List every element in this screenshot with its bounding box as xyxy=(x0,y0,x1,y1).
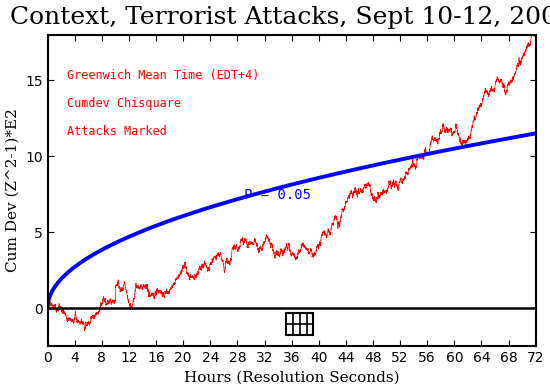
Text: Attacks Marked: Attacks Marked xyxy=(67,125,167,138)
Text: P = 0.05: P = 0.05 xyxy=(244,188,311,202)
X-axis label: Hours (Resolution Seconds): Hours (Resolution Seconds) xyxy=(184,370,399,385)
Title: Context, Terrorist Attacks, Sept 10-12, 2001: Context, Terrorist Attacks, Sept 10-12, … xyxy=(10,5,550,28)
Text: Greenwich Mean Time (EDT+4): Greenwich Mean Time (EDT+4) xyxy=(67,69,260,82)
Y-axis label: Cum Dev (Z^2-1)*E2: Cum Dev (Z^2-1)*E2 xyxy=(6,108,20,272)
Bar xyxy=(286,313,313,335)
Text: Cumdev Chisquare: Cumdev Chisquare xyxy=(67,97,181,110)
